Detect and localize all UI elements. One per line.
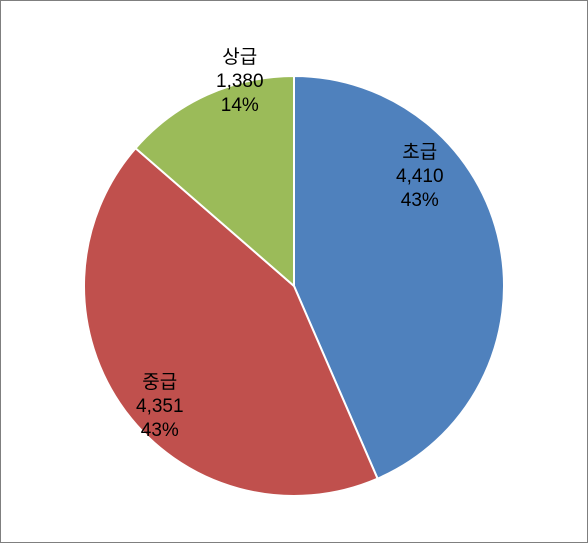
pie-slice-percent: 43% <box>136 419 184 443</box>
pie-slice-percent: 14% <box>216 94 264 118</box>
pie-chart-frame: 초급 4,410 43% 중급 4,351 43% 상급 1,380 14% <box>0 0 588 543</box>
pie-slice-value: 4,410 <box>396 165 444 189</box>
pie-slice-label-sanggup: 상급 1,380 14% <box>216 46 264 117</box>
pie-slice-percent: 43% <box>396 189 444 213</box>
pie-slice-name: 중급 <box>136 371 184 395</box>
pie-slice-label-chogup: 초급 4,410 43% <box>396 141 444 212</box>
pie-slice-value: 1,380 <box>216 70 264 94</box>
pie-chart-svg <box>1 1 588 544</box>
pie-slice-label-junggup: 중급 4,351 43% <box>136 371 184 442</box>
pie-slice-name: 상급 <box>216 46 264 70</box>
pie-slice-value: 4,351 <box>136 395 184 419</box>
pie-slice-name: 초급 <box>396 141 444 165</box>
